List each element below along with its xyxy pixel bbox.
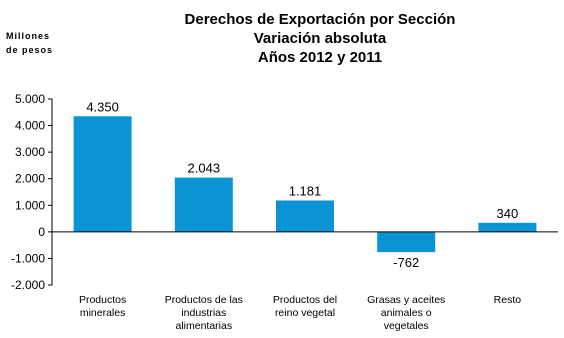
y-axis-label: Millones de pesos — [6, 29, 86, 57]
bar-value-label: 4.350 — [86, 99, 119, 114]
chart-title-line-3: Años 2012 y 2011 — [257, 49, 383, 66]
chart-title-line-1: Derechos de Exportación por Sección — [184, 11, 456, 28]
bar-value-label: -762 — [393, 255, 419, 270]
bar-value-label: 2.043 — [188, 161, 221, 176]
x-category-label: Resto — [494, 294, 522, 306]
bar — [276, 200, 334, 232]
x-category-label: Grasas y aceites animales o vegetales — [367, 294, 445, 332]
y-tick-label: 1.000 — [15, 198, 45, 212]
y-tick-label: 0 — [38, 225, 45, 239]
bar — [478, 222, 537, 232]
x-category-label: Productos minerales — [79, 294, 126, 319]
chart-title-line-2: Variación absoluta — [253, 30, 387, 47]
y-axis-label-line-1: Millones — [6, 31, 51, 41]
chart-title: Derechos de Exportación por Sección Vari… — [150, 10, 490, 67]
bar — [73, 116, 132, 232]
y-tick-label: 3.000 — [15, 145, 45, 159]
y-tick-label: -2.000 — [11, 278, 45, 292]
bar-value-label: 1.181 — [289, 183, 322, 198]
bar — [174, 177, 233, 232]
y-tick-label: 4.000 — [15, 119, 45, 133]
y-tick-label: 5.000 — [15, 92, 45, 106]
y-tick-label: -1.000 — [11, 251, 45, 265]
bar — [377, 231, 436, 253]
y-tick-label: 2.000 — [15, 172, 45, 186]
x-category-label: Productos de las industrias alimentarias — [165, 294, 243, 332]
x-category-label: Productos del reino vegetal — [273, 294, 337, 319]
bar-value-label: 340 — [497, 206, 519, 221]
y-axis-label-line-2: de pesos — [6, 45, 54, 55]
